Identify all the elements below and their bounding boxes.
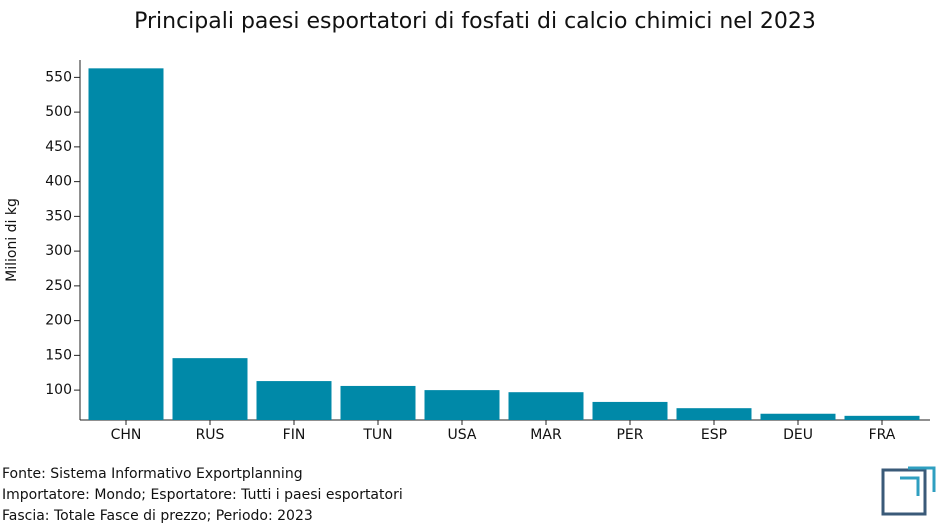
bar xyxy=(676,408,752,420)
footer-line: Importatore: Mondo; Esportatore: Tutti i… xyxy=(2,487,403,503)
y-tick-label: 400 xyxy=(45,174,72,190)
chart-title: Principali paesi esportatori di fosfati … xyxy=(134,9,816,34)
bar xyxy=(760,413,836,420)
logo xyxy=(881,466,936,516)
y-tick-label: 500 xyxy=(45,104,72,120)
x-tick-label: FIN xyxy=(283,427,306,443)
footer-line: Fascia: Totale Fasce di prezzo; Periodo:… xyxy=(2,508,313,524)
x-tick-label: USA xyxy=(448,427,477,443)
y-tick-label: 100 xyxy=(45,382,72,398)
x-tick-label: CHN xyxy=(111,427,142,443)
y-tick-label: 250 xyxy=(45,278,72,294)
y-tick-label: 150 xyxy=(45,347,72,363)
x-tick-label: TUN xyxy=(362,427,392,443)
y-tick-label: 350 xyxy=(45,208,72,224)
y-axis-label: Milioni di kg xyxy=(4,198,20,282)
x-tick-label: RUS xyxy=(196,427,225,443)
x-tick-label: FRA xyxy=(869,427,896,443)
y-tick-label: 550 xyxy=(45,69,72,85)
bar xyxy=(424,390,500,420)
x-tick-label: MAR xyxy=(530,427,562,443)
bar xyxy=(592,401,668,420)
x-tick-label: PER xyxy=(616,427,643,443)
bar xyxy=(340,385,416,420)
y-tick-label: 200 xyxy=(45,313,72,329)
bar xyxy=(508,392,584,420)
bar xyxy=(256,381,332,420)
bar xyxy=(172,358,248,420)
x-tick-label: ESP xyxy=(701,427,727,443)
y-tick-label: 300 xyxy=(45,243,72,259)
footer-line: Fonte: Sistema Informativo Exportplannin… xyxy=(2,466,303,482)
x-tick-label: DEU xyxy=(783,427,813,443)
bar xyxy=(88,68,164,420)
y-tick-label: 450 xyxy=(45,139,72,155)
bar xyxy=(844,415,920,420)
